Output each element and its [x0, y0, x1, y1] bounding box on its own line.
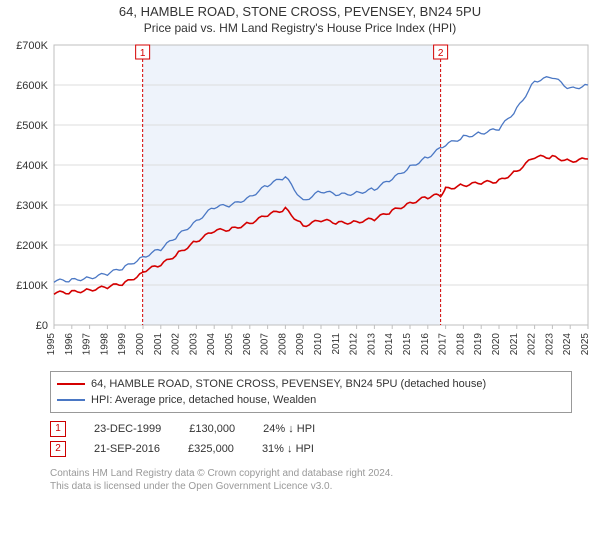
transaction-delta: 31% ↓ HPI [262, 443, 314, 455]
footer-line: Contains HM Land Registry data © Crown c… [50, 467, 572, 480]
svg-text:2018: 2018 [455, 333, 466, 356]
svg-text:2025: 2025 [580, 333, 591, 356]
svg-text:1999: 1999 [117, 333, 128, 356]
svg-text:£600K: £600K [16, 80, 48, 92]
svg-text:2020: 2020 [491, 333, 502, 356]
svg-text:£500K: £500K [16, 120, 48, 132]
chart-area: £0 £100K £200K £300K £400K £500K £600K £700K 199… [0, 35, 600, 365]
footer-attribution: Contains HM Land Registry data © Crown c… [50, 467, 572, 493]
svg-text:2015: 2015 [402, 333, 413, 356]
legend-label: 64, HAMBLE ROAD, STONE CROSS, PEVENSEY, … [91, 376, 486, 392]
legend-item-price: 64, HAMBLE ROAD, STONE CROSS, PEVENSEY, … [57, 376, 565, 392]
svg-text:1: 1 [140, 48, 146, 59]
svg-text:2023: 2023 [544, 333, 555, 356]
chart-title-block: 64, HAMBLE ROAD, STONE CROSS, PEVENSEY, … [0, 0, 600, 35]
svg-text:£0: £0 [36, 320, 48, 332]
svg-text:2004: 2004 [206, 333, 217, 356]
svg-text:2021: 2021 [509, 333, 520, 356]
svg-text:2005: 2005 [224, 333, 235, 356]
svg-text:2012: 2012 [349, 333, 360, 356]
svg-text:2009: 2009 [295, 333, 306, 356]
transactions-table: 1 23-DEC-1999 £130,000 24% ↓ HPI 2 21-SE… [50, 419, 572, 459]
legend-swatch [57, 383, 85, 385]
svg-text:2011: 2011 [331, 333, 342, 355]
svg-text:2022: 2022 [527, 333, 538, 356]
chart-title-main: 64, HAMBLE ROAD, STONE CROSS, PEVENSEY, … [0, 4, 600, 19]
svg-text:2003: 2003 [188, 333, 199, 356]
legend-label: HPI: Average price, detached house, Weal… [91, 392, 316, 408]
svg-text:£300K: £300K [16, 200, 48, 212]
legend-item-hpi: HPI: Average price, detached house, Weal… [57, 392, 565, 408]
transaction-price: £130,000 [189, 423, 235, 435]
transaction-marker-icon: 2 [50, 441, 66, 457]
transaction-row: 1 23-DEC-1999 £130,000 24% ↓ HPI [50, 419, 572, 439]
footer-line: This data is licensed under the Open Gov… [50, 480, 572, 493]
legend-swatch [57, 399, 85, 401]
svg-text:1996: 1996 [64, 333, 75, 356]
svg-text:2: 2 [438, 48, 444, 59]
svg-text:£400K: £400K [16, 160, 48, 172]
svg-text:2000: 2000 [135, 333, 146, 356]
line-chart: £0 £100K £200K £300K £400K £500K £600K £700K 199… [0, 35, 600, 365]
svg-text:2010: 2010 [313, 333, 324, 356]
svg-text:2024: 2024 [562, 333, 573, 356]
svg-text:2016: 2016 [420, 333, 431, 356]
svg-text:1995: 1995 [46, 333, 57, 356]
svg-text:2014: 2014 [384, 333, 395, 356]
chart-title-sub: Price paid vs. HM Land Registry's House … [0, 21, 600, 35]
svg-text:2006: 2006 [242, 333, 253, 356]
transaction-row: 2 21-SEP-2016 £325,000 31% ↓ HPI [50, 439, 572, 459]
transaction-price: £325,000 [188, 443, 234, 455]
svg-text:2008: 2008 [277, 333, 288, 356]
svg-text:£700K: £700K [16, 40, 48, 52]
svg-text:1998: 1998 [99, 333, 110, 356]
transaction-date: 23-DEC-1999 [94, 423, 161, 435]
svg-text:2001: 2001 [153, 333, 164, 356]
svg-text:2007: 2007 [260, 333, 271, 356]
transaction-marker-icon: 1 [50, 421, 66, 437]
svg-text:2002: 2002 [171, 333, 182, 356]
svg-text:2019: 2019 [473, 333, 484, 356]
transaction-delta: 24% ↓ HPI [263, 423, 315, 435]
transaction-date: 21-SEP-2016 [94, 443, 160, 455]
svg-text:2017: 2017 [438, 333, 449, 356]
svg-text:£100K: £100K [16, 280, 48, 292]
svg-text:2013: 2013 [366, 333, 377, 356]
legend: 64, HAMBLE ROAD, STONE CROSS, PEVENSEY, … [50, 371, 572, 413]
svg-text:1997: 1997 [82, 333, 93, 356]
svg-text:£200K: £200K [16, 240, 48, 252]
